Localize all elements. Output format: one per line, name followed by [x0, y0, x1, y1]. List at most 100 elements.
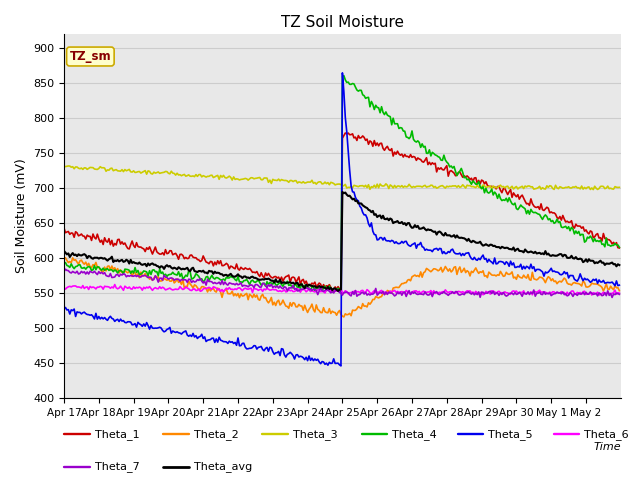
Theta_7 — [614, 291, 621, 297]
Theta_1 — [541, 206, 549, 212]
Text: Time: Time — [593, 442, 621, 452]
Theta_2 — [616, 288, 623, 294]
Text: Theta_5: Theta_5 — [488, 429, 533, 440]
Theta_4 — [79, 265, 86, 271]
Line: Theta_4: Theta_4 — [64, 76, 620, 292]
Theta_avg — [339, 189, 346, 195]
Theta_3 — [60, 164, 68, 169]
Theta_4 — [340, 73, 348, 79]
Theta_3 — [540, 186, 548, 192]
Theta_7 — [608, 295, 616, 300]
Theta_3 — [458, 184, 465, 190]
Theta_1 — [342, 130, 349, 136]
Line: Theta_3: Theta_3 — [64, 166, 620, 190]
Theta_4 — [459, 169, 467, 175]
Theta_5 — [79, 310, 86, 316]
Theta_4 — [97, 266, 104, 272]
Theta_4 — [616, 244, 623, 250]
Theta_6 — [79, 283, 86, 288]
Theta_4 — [335, 289, 343, 295]
Text: Theta_1: Theta_1 — [95, 429, 140, 440]
Theta_3 — [98, 165, 106, 171]
Theta_3 — [614, 185, 621, 191]
Theta_avg — [541, 248, 549, 254]
Theta_5 — [541, 269, 549, 275]
Theta_avg — [79, 252, 86, 258]
Theta_1 — [60, 225, 68, 231]
Theta_2 — [60, 256, 68, 262]
Theta_2 — [98, 269, 106, 275]
Text: TZ_sm: TZ_sm — [70, 50, 111, 63]
Theta_avg — [616, 262, 623, 268]
Theta_2 — [459, 268, 467, 274]
Theta_7 — [60, 269, 68, 275]
Theta_6 — [348, 290, 355, 296]
Theta_4 — [541, 212, 549, 218]
Line: Theta_5: Theta_5 — [64, 73, 620, 366]
Theta_5 — [614, 283, 621, 288]
Theta_3 — [589, 187, 597, 192]
Theta_1 — [614, 245, 621, 251]
Theta_6 — [458, 289, 465, 295]
Theta_6 — [111, 282, 118, 288]
Theta_avg — [60, 248, 68, 254]
Theta_7 — [98, 269, 106, 275]
Theta_2 — [614, 285, 621, 290]
Text: Theta_avg: Theta_avg — [194, 461, 252, 472]
Theta_5 — [337, 363, 345, 369]
Theta_2 — [61, 255, 69, 261]
Theta_3 — [81, 165, 88, 171]
Text: Theta_3: Theta_3 — [293, 429, 338, 440]
Theta_1 — [79, 233, 86, 239]
Y-axis label: Soil Moisture (mV): Soil Moisture (mV) — [15, 158, 28, 274]
Theta_4 — [60, 261, 68, 266]
Text: Theta_4: Theta_4 — [392, 429, 437, 440]
Theta_3 — [616, 184, 623, 190]
Theta_avg — [97, 255, 104, 261]
Text: Theta_2: Theta_2 — [194, 429, 239, 440]
Theta_avg — [334, 288, 342, 294]
Theta_5 — [459, 251, 467, 256]
Theta_5 — [616, 282, 623, 288]
Theta_2 — [541, 280, 549, 286]
Theta_5 — [60, 307, 68, 312]
Theta_2 — [349, 307, 356, 313]
Theta_6 — [595, 292, 603, 298]
Theta_4 — [349, 81, 356, 86]
Theta_1 — [97, 239, 104, 245]
Theta_5 — [97, 316, 104, 322]
Theta_7 — [616, 291, 623, 297]
Theta_7 — [458, 291, 465, 297]
Theta_1 — [459, 174, 467, 180]
Theta_1 — [349, 131, 356, 137]
Theta_6 — [60, 285, 68, 290]
Line: Theta_7: Theta_7 — [64, 269, 620, 298]
Theta_1 — [616, 245, 623, 251]
Theta_5 — [349, 189, 356, 195]
Theta_avg — [614, 262, 621, 267]
Theta_2 — [340, 314, 348, 320]
Title: TZ Soil Moisture: TZ Soil Moisture — [281, 15, 404, 30]
Theta_3 — [348, 184, 355, 190]
Theta_7 — [348, 293, 355, 299]
Line: Theta_6: Theta_6 — [64, 285, 620, 295]
Line: Theta_avg: Theta_avg — [64, 192, 620, 291]
Theta_3 — [65, 163, 72, 169]
Theta_6 — [614, 290, 621, 296]
Theta_6 — [97, 283, 104, 289]
Line: Theta_2: Theta_2 — [64, 258, 620, 317]
Theta_6 — [616, 290, 623, 296]
Theta_5 — [339, 70, 346, 76]
Theta_1 — [328, 289, 336, 295]
Theta_7 — [61, 266, 69, 272]
Theta_4 — [614, 242, 621, 248]
Theta_avg — [349, 196, 356, 202]
Theta_avg — [459, 235, 467, 241]
Theta_7 — [540, 289, 548, 295]
Theta_7 — [81, 269, 88, 275]
Theta_6 — [540, 289, 548, 295]
Text: Theta_7: Theta_7 — [95, 461, 140, 472]
Line: Theta_1: Theta_1 — [64, 133, 620, 292]
Text: Theta_6: Theta_6 — [584, 429, 629, 440]
Theta_2 — [81, 261, 88, 267]
